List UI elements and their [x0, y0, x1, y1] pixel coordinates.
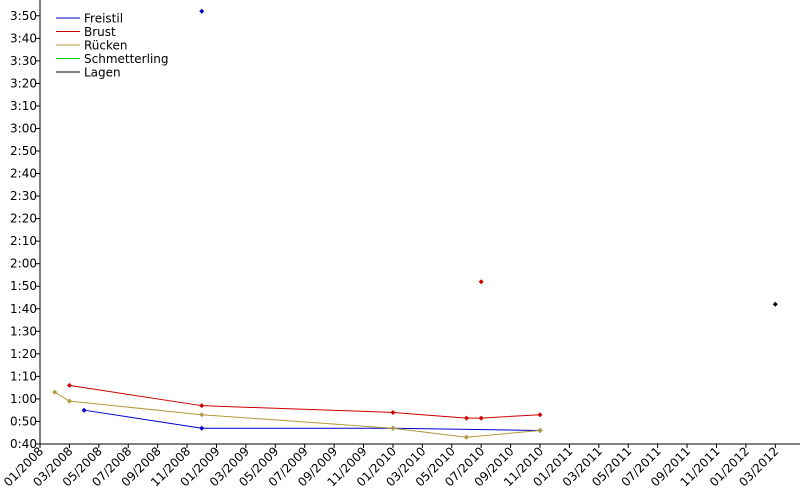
y-tick-label: 3:20	[10, 76, 37, 90]
y-tick-label: 2:30	[10, 189, 37, 203]
point	[537, 412, 543, 418]
y-tick-label: 1:20	[10, 347, 37, 361]
point	[478, 279, 484, 285]
y-tick-label: 1:30	[10, 324, 37, 338]
y-tick-label: 1:50	[10, 279, 37, 293]
series-line	[69, 384, 541, 419]
point	[199, 8, 205, 14]
legend-label: Schmetterling	[84, 52, 169, 66]
series-line	[54, 391, 541, 438]
point	[772, 301, 778, 307]
y-tick-label: 3:00	[10, 121, 37, 135]
point	[537, 427, 543, 433]
point	[390, 425, 396, 431]
point	[81, 407, 87, 413]
y-tick-label: 1:00	[10, 392, 37, 406]
y-tick-label: 3:10	[10, 99, 37, 113]
point	[66, 398, 72, 404]
point	[199, 425, 205, 431]
point	[463, 415, 469, 421]
point	[463, 434, 469, 440]
y-tick-label: 2:10	[10, 234, 37, 248]
y-tick-label: 0:40	[10, 437, 37, 451]
legend-label: Lagen	[84, 66, 121, 80]
y-tick-label: 2:50	[10, 144, 37, 158]
point	[52, 389, 58, 395]
y-tick-label: 1:10	[10, 369, 37, 383]
y-tick-label: 3:30	[10, 54, 37, 68]
point	[199, 412, 205, 418]
legend-label: Rücken	[84, 39, 128, 53]
y-tick-label: 2:40	[10, 167, 37, 181]
y-tick-label: 1:40	[10, 302, 37, 316]
point	[478, 415, 484, 421]
series-line	[84, 409, 541, 431]
y-tick-label: 2:00	[10, 257, 37, 271]
point	[390, 409, 396, 415]
y-tick-label: 0:50	[10, 414, 37, 428]
y-tick-label: 2:20	[10, 212, 37, 226]
legend-label: Freistil	[84, 12, 123, 26]
y-tick-label: 3:50	[10, 9, 37, 23]
point	[199, 403, 205, 409]
y-tick-label: 3:40	[10, 31, 37, 45]
point	[66, 382, 72, 388]
legend-label: Brust	[84, 25, 116, 39]
